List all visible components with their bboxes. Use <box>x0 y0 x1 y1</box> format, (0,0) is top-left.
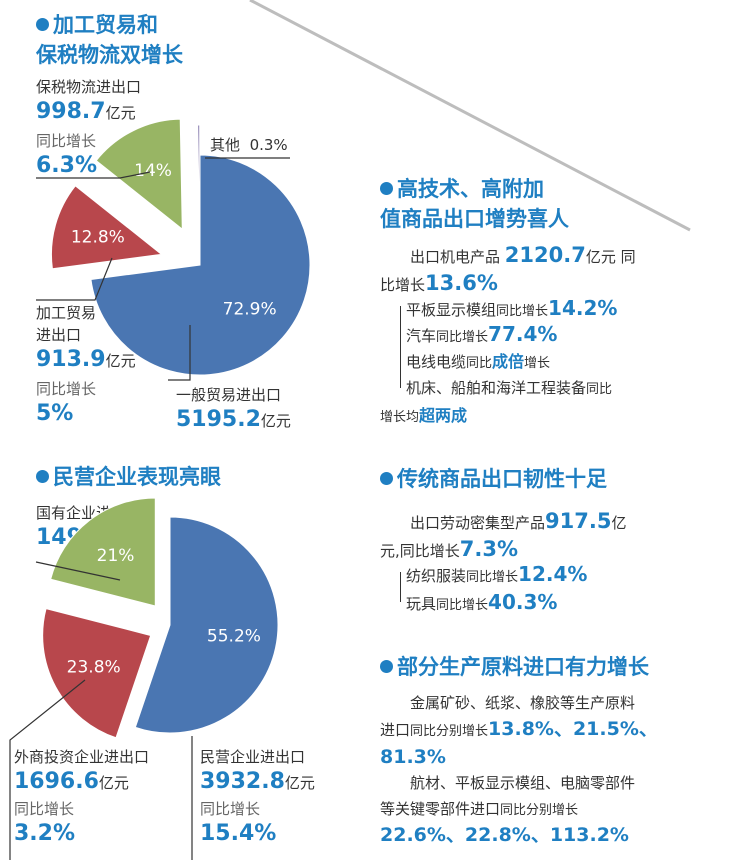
materials-line1: 金属矿砂、纸浆、橡胶等生产原料 <box>410 694 636 712</box>
foreign-enterprise-slice <box>42 608 152 739</box>
other-label: 其他 0.3% <box>210 136 288 154</box>
traditional-intro: 出口劳动密集型产品917.5亿 <box>410 509 627 533</box>
processing-trade-percent-label: 12.8% <box>71 228 125 248</box>
private-enterprise-slice <box>134 516 279 734</box>
materials-line6: 22.6%、22.8%、113.2% <box>380 824 629 846</box>
hightech-item-3: 电线电缆同比成倍增长 <box>406 352 551 371</box>
private-growth-label: 同比增长 <box>200 800 261 818</box>
bonded-growth: 6.3% <box>36 153 98 178</box>
pie-chart-private: 55.2% 23.8% 21% <box>9 497 279 860</box>
processing-label-line2: 进出口 <box>36 326 82 344</box>
traditional-intro-line2: 元,同比增长7.3% <box>380 537 519 561</box>
private-label: 民营企业进出口 <box>200 748 306 766</box>
processing-label: 加工贸易 <box>36 304 97 322</box>
state-enterprise-slice <box>50 497 156 607</box>
traditional-item-2: 玩具同比增长40.3% <box>406 590 558 614</box>
private-growth: 15.4% <box>200 821 277 846</box>
bonded-growth-label: 同比增长 <box>36 132 97 150</box>
leader-line <box>36 257 113 301</box>
section-title-processing: 加工贸易和 <box>36 10 158 40</box>
foreign-growth-label: 同比增长 <box>14 800 75 818</box>
traditional-item-1: 纺织服装同比增长12.4% <box>406 562 588 586</box>
materials-line4: 航材、平板显示模组、电脑零部件 <box>410 774 636 792</box>
hightech-intro: 出口机电产品 2120.7亿元 同 <box>410 243 636 267</box>
general-trade-slice <box>90 154 311 376</box>
processing-growth-label: 同比增长 <box>36 380 97 398</box>
hightech-item-4: 机床、船舶和海洋工程装备同比 <box>406 379 613 397</box>
bullet-dot-icon <box>36 18 49 31</box>
decorative-stripe <box>249 0 691 232</box>
traditional-bracket <box>400 572 406 602</box>
bullet-dot-icon <box>380 660 393 673</box>
bullet-dot-icon <box>36 470 49 483</box>
foreign-enterprise-percent-label: 23.8% <box>67 657 121 677</box>
materials-line2: 进口同比分别增长13.8%、21.5%、 <box>380 718 658 740</box>
leader-line <box>36 171 151 179</box>
section-title-hightech-line2: 值商品出口增势喜人 <box>380 207 569 231</box>
private-value: 3932.8亿元 <box>200 769 315 794</box>
bullet-dot-icon <box>380 472 393 485</box>
materials-line5: 等关键零部件进口同比分别增长 <box>380 800 579 818</box>
processing-trade-slice <box>50 185 163 270</box>
other-slice <box>197 124 201 236</box>
general-value: 5195.2亿元 <box>176 407 291 432</box>
section-title-processing-line2: 保税物流双增长 <box>36 43 183 67</box>
leader-line <box>9 679 86 860</box>
state-enterprise-percent-label: 21% <box>97 546 135 566</box>
leader-line <box>168 325 191 381</box>
section-title-traditional: 传统商品出口韧性十足 <box>380 464 607 494</box>
leader-line <box>35 561 121 581</box>
bonded-value: 998.7亿元 <box>36 99 136 124</box>
private-enterprise-percent-label: 55.2% <box>207 627 261 647</box>
processing-growth: 5% <box>36 401 74 426</box>
section-title-hightech: 高技术、高附加 <box>380 174 544 204</box>
foreign-label: 外商投资企业进出口 <box>14 748 150 766</box>
section-title-materials: 部分生产原料进口有力增长 <box>380 652 649 682</box>
hightech-item-1: 平板显示模组同比增长14.2% <box>406 296 618 320</box>
materials-line3: 81.3% <box>380 746 446 768</box>
pie-chart-processing: 72.9% 12.8% 14% <box>36 118 311 381</box>
hightech-item-2: 汽车同比增长77.4% <box>406 322 558 346</box>
foreign-growth: 3.2% <box>14 821 76 846</box>
bonded-label: 保税物流进出口 <box>36 78 142 96</box>
bonded-logistics-percent-label: 14% <box>134 161 172 181</box>
hightech-item-4-line2: 增长均超两成 <box>380 406 468 425</box>
bullet-dot-icon <box>380 182 393 195</box>
hightech-intro-line2: 比增长13.6% <box>380 271 498 295</box>
processing-value: 913.9亿元 <box>36 347 136 372</box>
section-title-private: 民营企业表现亮眼 <box>36 462 221 492</box>
foreign-value: 1696.6亿元 <box>14 769 129 794</box>
hightech-bracket <box>400 306 406 388</box>
general-label: 一般贸易进出口 <box>176 386 282 404</box>
general-trade-percent-label: 72.9% <box>223 299 277 319</box>
